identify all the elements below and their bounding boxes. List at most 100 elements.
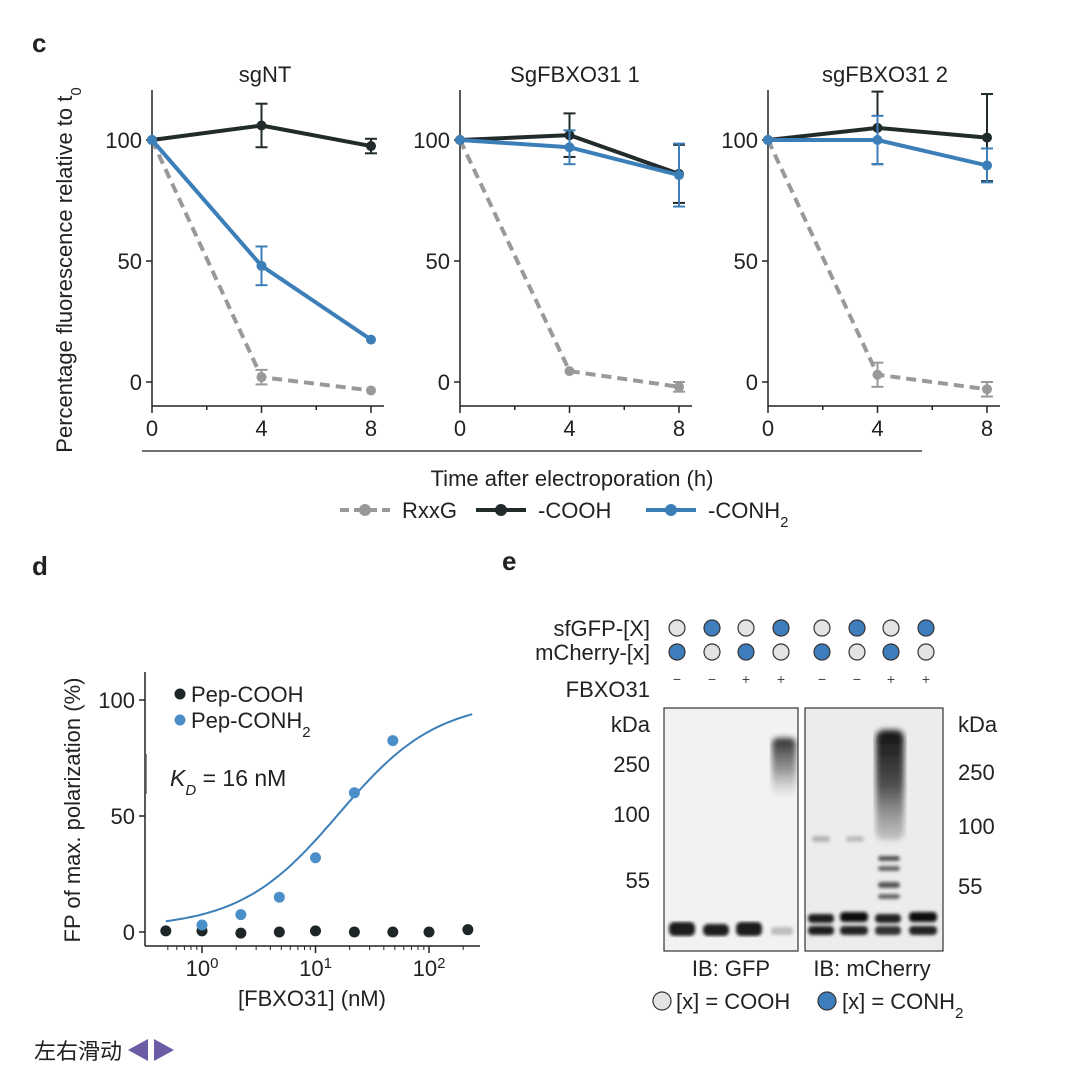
kda-label-right: kDa	[958, 712, 998, 737]
fbxo31-sign: +	[742, 671, 750, 687]
lane-condition-dot	[917, 643, 935, 661]
x-tick-exp: 0	[210, 955, 218, 972]
panel-letter-d: d	[32, 551, 48, 581]
y-axis-label-text: Percentage fluorescence relative to t	[52, 96, 77, 453]
kd-annotation: KD = 16 nM	[170, 765, 286, 799]
legend-label: RxxG	[402, 498, 457, 523]
marker-left: 55	[626, 868, 650, 893]
x-tick-label: 100	[186, 955, 219, 982]
legend-label-sub: 2	[780, 514, 788, 531]
swipe-right-icon[interactable]	[154, 1039, 175, 1061]
fbxo31-sign: −	[818, 671, 826, 687]
data-point-RxxG	[366, 385, 376, 396]
series-line-RxxG	[458, 139, 680, 389]
kd-k: K	[170, 765, 187, 791]
row-label: sfGFP-[X]	[553, 616, 650, 641]
y-tick-label: 0	[438, 370, 450, 395]
lane-condition-dot	[668, 619, 686, 637]
data-point-RxxG	[872, 369, 883, 380]
data-point-RxxG	[674, 381, 684, 392]
kd-value: = 16 nM	[196, 765, 286, 791]
lane-condition-dot	[772, 619, 790, 637]
legend-label-text: -COOH	[538, 498, 611, 523]
data-point-CONH2	[366, 334, 376, 345]
legend-label: -COOH	[538, 498, 611, 523]
data-point-CONH2	[763, 135, 773, 145]
mcherry-blot-image	[804, 707, 944, 952]
y-tick-label: 0	[123, 920, 135, 945]
marker-right: 55	[958, 874, 982, 899]
lane-condition-dot	[772, 643, 790, 661]
key-blue-label: [x] = CONH2	[842, 989, 963, 1022]
legend-label-text: Pep-CONH	[191, 708, 302, 733]
scatter-point-conh2	[235, 909, 247, 921]
swipe-hint-label: 左右滑动	[34, 1040, 123, 1065]
swipe-hint[interactable]: 左右滑动	[34, 1034, 175, 1066]
x-tick-label: 0	[146, 416, 158, 441]
legend-label-text: RxxG	[402, 498, 457, 523]
legend-swatch-dot	[174, 688, 186, 700]
key-blue-sub: 2	[955, 1005, 963, 1022]
y-tick-label: 50	[111, 804, 135, 829]
scatter-point-cooh	[387, 926, 399, 938]
legend-swatch-dot	[495, 504, 507, 516]
data-point-COOH	[366, 141, 376, 152]
x-tick-label: 4	[871, 416, 883, 441]
fit-curve	[165, 713, 473, 923]
y-tick-label: 50	[118, 249, 142, 274]
kda-label-left: kDa	[611, 712, 651, 737]
lane-condition-dot	[917, 619, 935, 637]
lane-condition-dot	[668, 643, 686, 661]
kd-sub: D	[185, 782, 196, 799]
lane-condition-dot	[737, 643, 755, 661]
x-tick-label: 102	[413, 955, 446, 982]
lane-condition-dot	[882, 643, 900, 661]
legend-label-text: -CONH	[708, 498, 780, 523]
mcherry-blot-label: IB: mCherry	[813, 956, 930, 981]
data-point-COOH	[256, 120, 267, 131]
fbxo31-label: FBXO31	[566, 677, 650, 702]
lane-condition-dot	[848, 619, 866, 637]
x-tick-label: 4	[563, 416, 575, 441]
x-tick-label: 101	[299, 955, 332, 982]
data-point-CONH2	[564, 142, 575, 153]
y-axis-label: Percentage fluorescence relative to t0	[52, 87, 85, 452]
legend-swatch-dot	[359, 504, 371, 516]
data-point-COOH	[982, 132, 992, 143]
x-tick-base: 10	[299, 956, 323, 981]
scatter-point-cooh	[423, 926, 435, 938]
scatter-point-cooh	[160, 925, 172, 937]
x-tick-label: 0	[454, 416, 466, 441]
mcherry-bands	[808, 836, 937, 935]
scatter-point-cooh	[273, 926, 285, 938]
y-tick-label: 50	[734, 249, 758, 274]
gfp-bands	[669, 922, 793, 936]
lane-condition-dot	[703, 643, 721, 661]
y-axis-label-sub: 0	[68, 87, 85, 95]
swipe-left-icon[interactable]	[128, 1039, 149, 1061]
legend-label-text: Pep-COOH	[191, 682, 303, 707]
x-tick-exp: 1	[324, 955, 332, 972]
scatter-point-cooh	[235, 927, 247, 939]
x-tick-exp: 2	[437, 955, 445, 972]
x-axis-label: Time after electroporation (h)	[431, 466, 714, 491]
fbxo31-sign: +	[777, 671, 785, 687]
legend-label: Pep-CONH2	[191, 708, 311, 741]
y-tick-label: 100	[98, 688, 135, 713]
data-point-CONH2	[256, 260, 267, 271]
data-point-CONH2	[982, 160, 992, 171]
x-axis-label: [FBXO31] (nM)	[238, 986, 386, 1011]
lane-condition-dot	[813, 643, 831, 661]
fbxo31-sign: −	[853, 671, 861, 687]
key-blue-text: [x] = CONH	[842, 989, 955, 1014]
scatter-point-cooh	[310, 925, 321, 937]
legend-label-sub: 2	[302, 724, 310, 741]
x-tick-label: 8	[365, 416, 377, 441]
lane-condition-dot	[703, 619, 721, 637]
key-grey-dot	[652, 991, 672, 1011]
data-point-CONH2	[147, 135, 157, 145]
x-tick-label: 8	[981, 416, 993, 441]
legend-swatch-dot	[665, 504, 677, 516]
